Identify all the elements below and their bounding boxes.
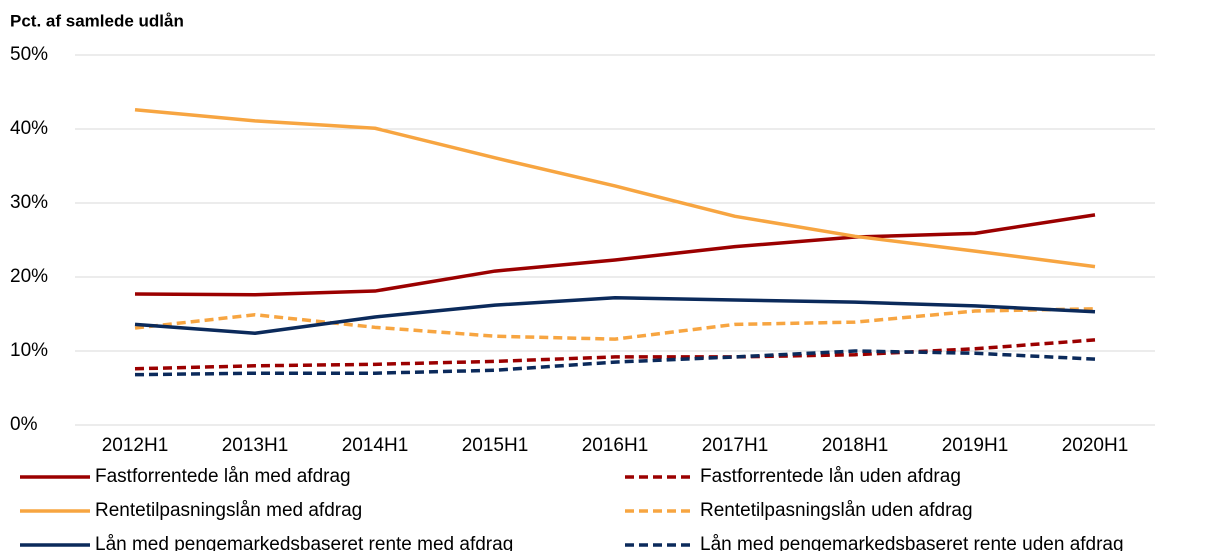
chart-title: Pct. af samlede udlån (10, 11, 184, 30)
x-tick-label: 2015H1 (462, 435, 529, 456)
x-tick-label: 2019H1 (942, 435, 1009, 456)
legend-label: Fastforrentede lån uden afdrag (700, 466, 961, 487)
legend-label: Fastforrentede lån med afdrag (95, 466, 351, 487)
series-line (134, 213, 1096, 297)
x-tick-label: 2013H1 (222, 435, 289, 456)
x-tick-label: 2012H1 (102, 435, 169, 456)
y-tick-label: 10% (10, 340, 48, 361)
x-tick-label: 2016H1 (582, 435, 649, 456)
series-line (134, 307, 1096, 341)
y-tick-label: 50% (10, 44, 48, 65)
series-line (134, 349, 1096, 377)
y-tick-label: 40% (10, 118, 48, 139)
series-line (134, 295, 1096, 335)
x-tick-label: 2020H1 (1062, 435, 1129, 456)
x-tick-label: 2017H1 (702, 435, 769, 456)
legend-label: Lån med pengemarkedsbaseret rente med af… (95, 534, 513, 551)
x-tick-label: 2018H1 (822, 435, 889, 456)
legend-label: Rentetilpasningslån med afdrag (95, 500, 362, 521)
y-tick-label: 0% (10, 414, 38, 435)
x-tick-label: 2014H1 (342, 435, 409, 456)
legend-label: Rentetilpasningslån uden afdrag (700, 500, 973, 521)
y-tick-label: 20% (10, 266, 48, 287)
series-line (134, 108, 1096, 269)
y-tick-label: 30% (10, 192, 48, 213)
legend-label: Lån med pengemarkedsbaseret rente uden a… (700, 534, 1124, 551)
